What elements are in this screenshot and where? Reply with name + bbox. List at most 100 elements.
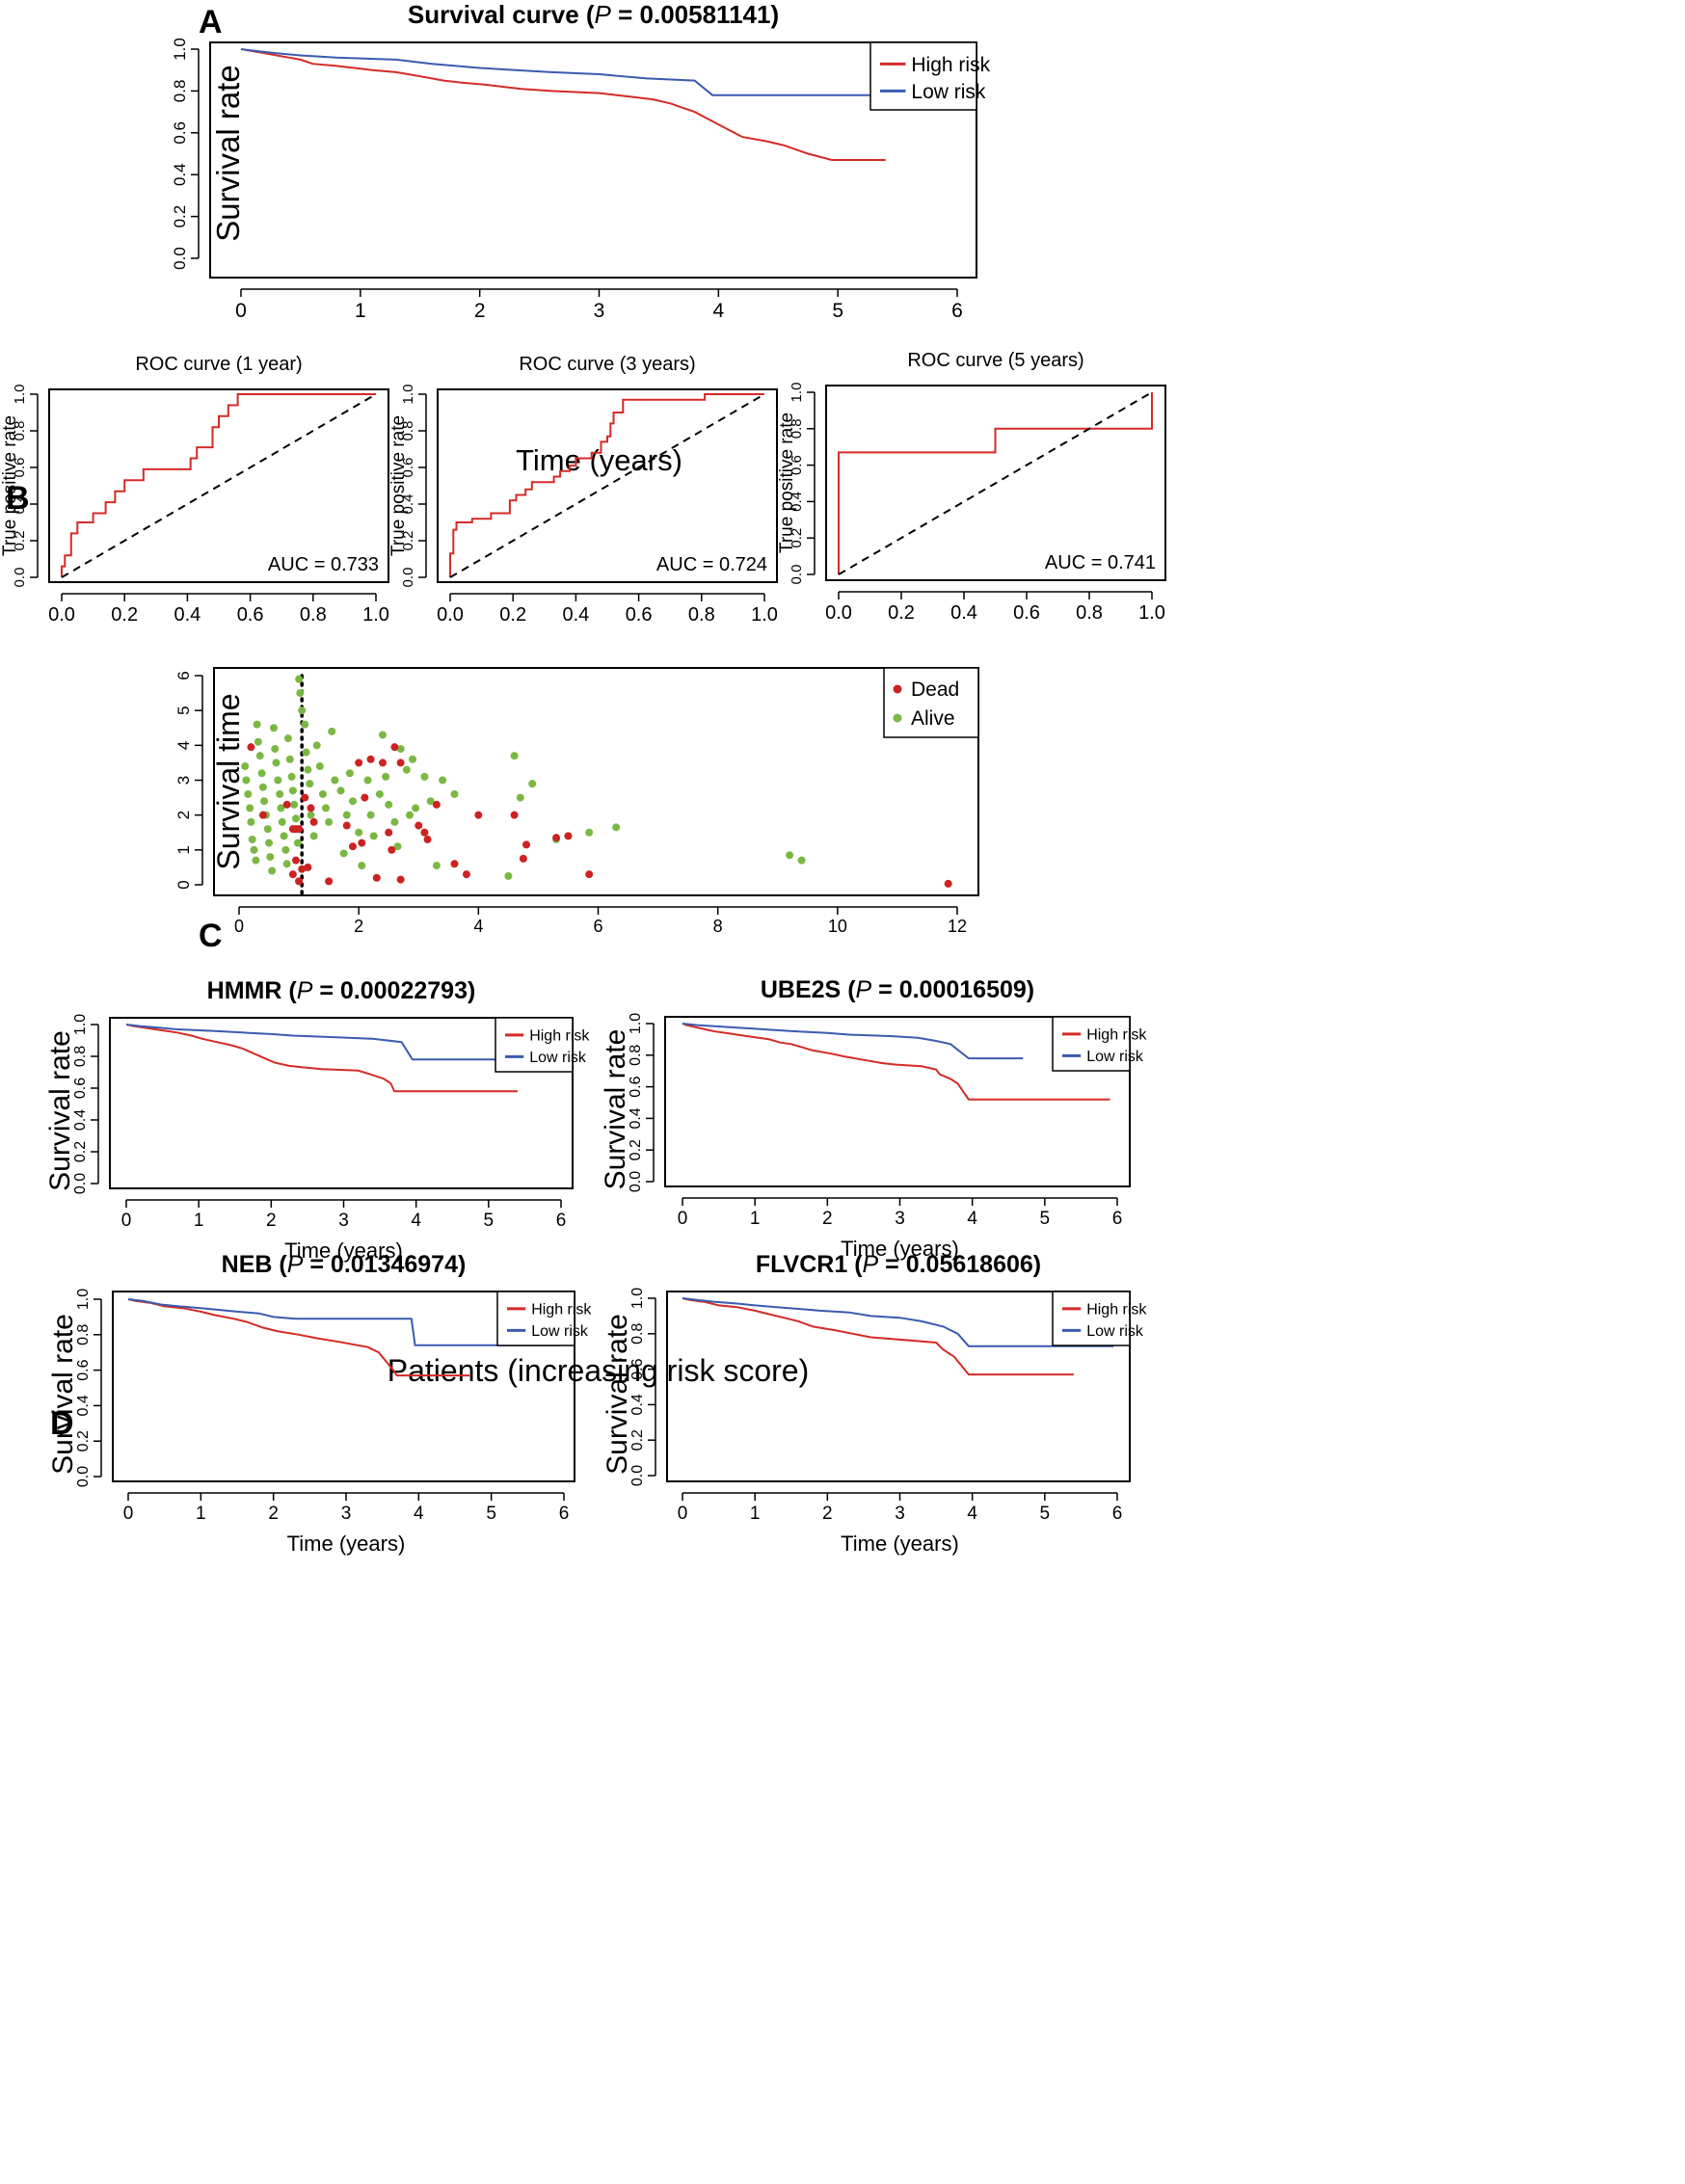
y-tick-label: 0.2	[629, 1429, 646, 1451]
x-tick-label: 0.4	[562, 604, 589, 626]
chart-b1: 0.0 0.2 0.4 0.6 0.8 1.0 0.0 0.2 0.4 0.6 0.8 1.0 ROC …	[0, 354, 389, 626]
x-tick-label: 6	[556, 1211, 567, 1231]
alive-point	[291, 814, 300, 823]
alive-point	[255, 752, 264, 760]
x-tick-label: 0.8	[688, 604, 715, 626]
alive-point	[247, 817, 255, 826]
alive-point	[265, 839, 274, 847]
legend-box	[869, 41, 977, 111]
legend-alive-label: Alive	[911, 707, 955, 730]
x-tick-label: 5	[486, 1504, 496, 1524]
plot-frame	[112, 1291, 575, 1482]
alive-point	[282, 860, 291, 868]
y-tick-label: 1.0	[171, 38, 189, 61]
alive-point	[278, 817, 286, 826]
plot-frame	[209, 41, 977, 279]
y-tick-label: 0.0	[72, 1173, 89, 1194]
dead-point	[388, 845, 396, 854]
title-p-letter: P	[297, 977, 313, 1004]
alive-point	[272, 759, 281, 767]
dead-point	[510, 811, 519, 819]
x-axis-title: Time (years)	[516, 443, 682, 477]
y-tick-label: 0.4	[12, 494, 28, 515]
alive-point	[328, 727, 336, 735]
panel-label-d: D	[50, 1405, 74, 1442]
dead-point	[585, 870, 594, 879]
alive-point	[244, 789, 253, 798]
alive-point	[257, 769, 266, 778]
y-tick-label: 0.2	[12, 531, 28, 551]
legend-high-risk-label: High risk	[1086, 1302, 1147, 1318]
x-tick-label: 2	[822, 1504, 833, 1524]
chart-title: HMMR (P = 0.00022793)	[207, 977, 476, 1004]
legend-high-risk-label: High risk	[529, 1028, 590, 1045]
alive-point	[382, 772, 390, 781]
x-tick-label: 0.8	[300, 604, 327, 626]
legend-box	[496, 1291, 575, 1346]
x-tick-label: 6	[559, 1504, 570, 1524]
dead-point	[288, 870, 297, 879]
y-tick-label: 1.0	[75, 1289, 92, 1310]
legend-low-risk-label: Low risk	[531, 1323, 589, 1340]
y-tick-label: 0.8	[400, 421, 416, 441]
auc-label: AUC = 0.724	[656, 554, 767, 575]
y-tick-label: 0.6	[628, 1076, 644, 1097]
title-p-letter: P	[287, 1251, 304, 1278]
dead-point	[522, 840, 530, 849]
x-tick-label: 3	[895, 1209, 905, 1229]
alive-point	[304, 765, 312, 774]
dead-point	[372, 873, 381, 882]
alive-point	[290, 800, 299, 809]
y-tick-label: 0.0	[12, 568, 28, 588]
title-p-value: = 0.00022793)	[312, 977, 475, 1004]
y-tick-label: 0.0	[789, 565, 805, 585]
plot-frame	[825, 385, 1166, 581]
alive-point	[274, 776, 282, 785]
x-tick-label: 0.4	[174, 604, 201, 626]
title-prefix: Survival curve (	[408, 0, 595, 29]
y-tick-label: 6	[174, 671, 193, 679]
alive-point	[612, 823, 621, 832]
alive-point	[301, 720, 309, 729]
title-p-letter: P	[856, 976, 872, 1003]
alive-point	[293, 839, 302, 847]
dead-point	[366, 755, 375, 763]
x-tick-label: 2	[266, 1211, 277, 1231]
y-tick-label: 0.0	[628, 1171, 644, 1192]
plot-frame	[48, 388, 389, 583]
title-gene: FLVCR1	[756, 1251, 847, 1278]
y-axis-title: True positive rate	[0, 415, 20, 556]
dead-point	[304, 863, 312, 871]
y-tick-label: 0.6	[12, 458, 28, 478]
low-risk-curve	[240, 48, 957, 96]
alive-point	[331, 776, 339, 785]
dead-point	[450, 860, 459, 868]
alive-point	[504, 871, 513, 880]
alive-point	[393, 842, 402, 851]
x-axis-title: Time (years)	[841, 1531, 959, 1556]
y-tick-label: 0.2	[75, 1430, 92, 1452]
alive-point	[260, 797, 269, 806]
dead-point	[258, 811, 267, 819]
alive-point	[254, 737, 262, 746]
chart-title: Survival curve (P = 0.00581141)	[408, 0, 779, 29]
low-risk-curve	[682, 1297, 1114, 1347]
chart-d2: 0 1 2 3 4 5 6 0.0 0.2 0.4 0.6 0.8 1.0 UBE2S (P = 0.00…	[600, 976, 1147, 1261]
dead-point	[295, 825, 304, 834]
x-tick-label: 1	[194, 1211, 204, 1231]
auc-label: AUC = 0.733	[268, 554, 379, 575]
x-tick-label: 1	[196, 1504, 206, 1524]
y-axis-title: Survival rate	[44, 1030, 76, 1191]
title-p-value: = 0.00581141)	[611, 0, 779, 29]
legend-dead-label: Dead	[911, 679, 959, 701]
y-tick-label: 0.6	[789, 455, 805, 475]
y-tick-label: 0.8	[628, 1045, 644, 1066]
dead-point	[348, 842, 357, 851]
alive-point	[439, 776, 447, 785]
dead-point	[390, 743, 399, 752]
roc-curve	[449, 393, 764, 577]
alive-point	[271, 744, 280, 753]
dead-point	[307, 804, 315, 812]
alive-point	[287, 772, 296, 781]
